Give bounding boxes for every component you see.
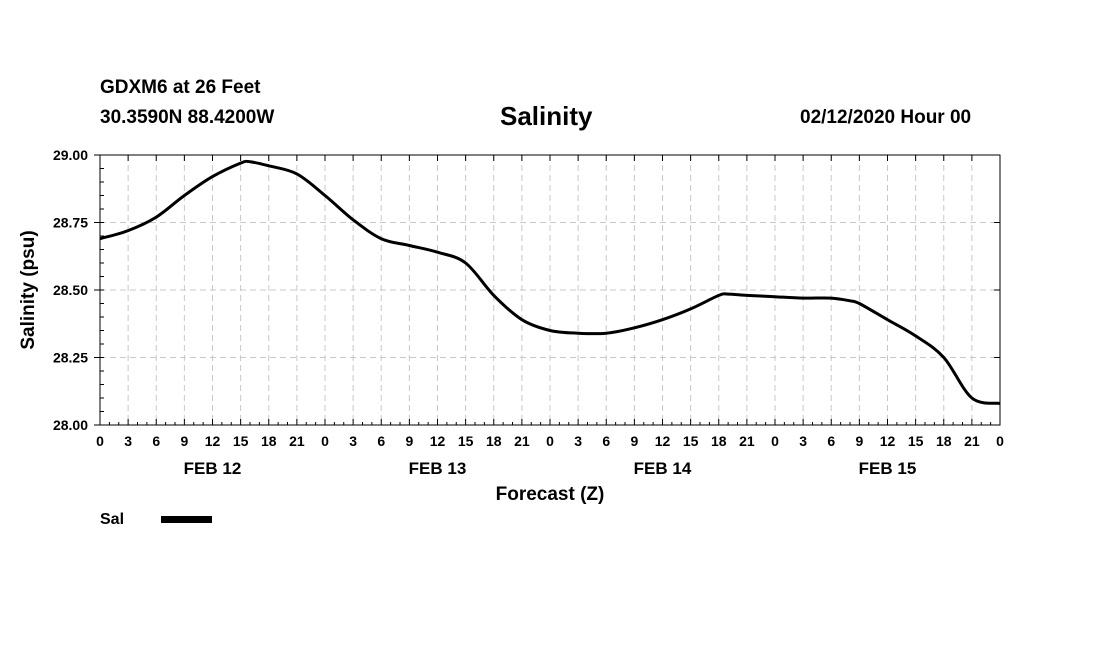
x-tick-label: 3 [799, 433, 807, 449]
x-tick-label: 15 [683, 433, 699, 449]
x-tick-label: 0 [321, 433, 329, 449]
legend-label: Sal [100, 511, 125, 528]
x-tick-label: 9 [405, 433, 413, 449]
station-name: GDXM6 at 26 Feet [100, 77, 261, 98]
x-tick-label: 12 [880, 433, 896, 449]
x-tick-label: 12 [205, 433, 221, 449]
x-tick-label: 3 [574, 433, 582, 449]
date-label: FEB 13 [409, 459, 467, 478]
y-tick-label: 28.50 [53, 282, 88, 298]
x-tick-label: 18 [711, 433, 727, 449]
y-tick-label: 28.00 [53, 417, 88, 433]
x-tick-label: 12 [655, 433, 671, 449]
x-tick-label: 21 [964, 433, 980, 449]
x-tick-label: 0 [996, 433, 1004, 449]
x-tick-label: 6 [602, 433, 610, 449]
x-tick-label: 9 [855, 433, 863, 449]
y-tick-label: 28.25 [53, 350, 88, 366]
forecast-datetime: 02/12/2020 Hour 00 [800, 107, 972, 128]
series-line-sal [99, 159, 1001, 405]
x-tick-label: 6 [152, 433, 160, 449]
x-tick-label: 3 [124, 433, 132, 449]
chart-title: Salinity [500, 101, 593, 131]
station-coordinates: 30.3590N 88.4200W [100, 107, 275, 128]
x-tick-label: 21 [514, 433, 530, 449]
y-tick-label: 29.00 [53, 147, 88, 163]
date-label: FEB 12 [184, 459, 242, 478]
y-axis-label: Salinity (psu) [18, 230, 39, 349]
x-tick-label: 0 [96, 433, 104, 449]
x-tick-label: 21 [739, 433, 755, 449]
x-tick-label: 0 [771, 433, 779, 449]
x-tick-label: 18 [936, 433, 952, 449]
date-label: FEB 14 [634, 459, 692, 478]
legend-swatch [161, 516, 212, 523]
x-tick-label: 18 [261, 433, 277, 449]
x-tick-label: 3 [349, 433, 357, 449]
x-tick-label: 15 [908, 433, 924, 449]
x-tick-label: 21 [289, 433, 305, 449]
y-tick-label: 28.75 [53, 215, 88, 231]
x-tick-label: 0 [546, 433, 554, 449]
x-tick-label: 9 [630, 433, 638, 449]
x-tick-label: 18 [486, 433, 502, 449]
x-axis-label: Forecast (Z) [496, 484, 605, 505]
date-label: FEB 15 [859, 459, 917, 478]
x-tick-label: 12 [430, 433, 446, 449]
x-tick-label: 9 [180, 433, 188, 449]
x-tick-label: 15 [458, 433, 474, 449]
x-tick-label: 15 [233, 433, 249, 449]
x-tick-label: 6 [827, 433, 835, 449]
x-tick-label: 6 [377, 433, 385, 449]
